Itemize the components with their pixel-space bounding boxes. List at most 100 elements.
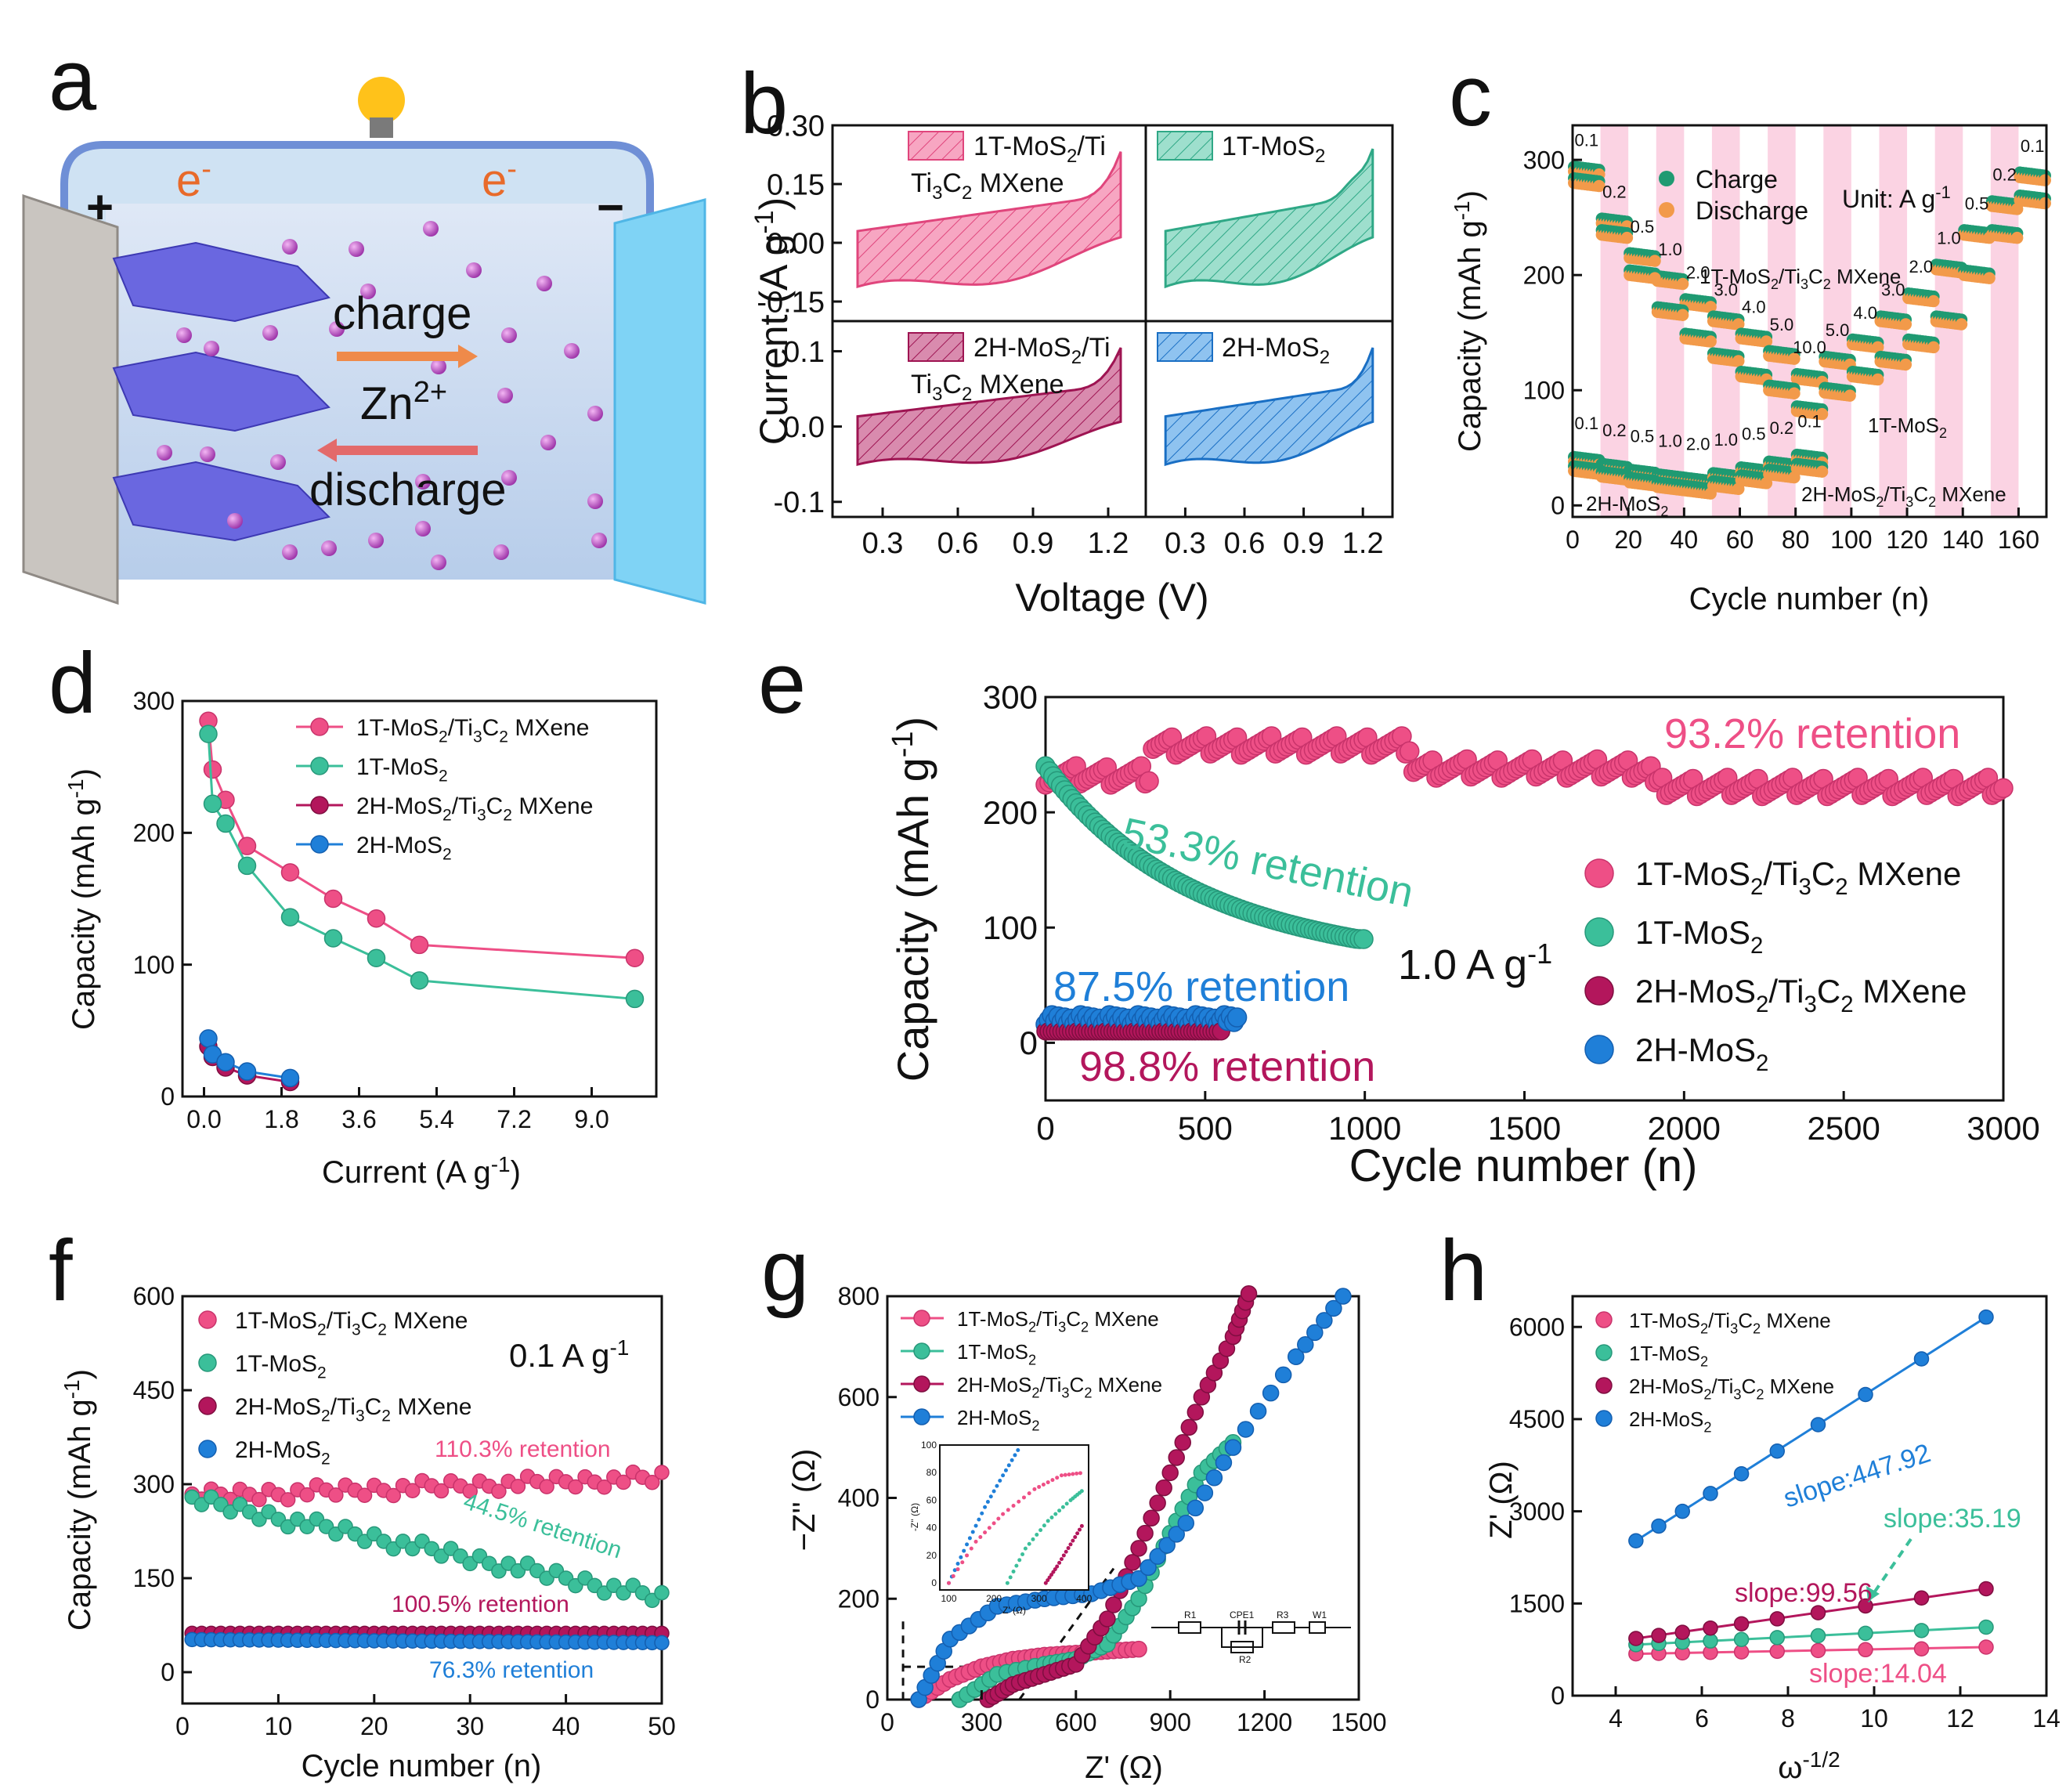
rate-label-upper: 1.0 <box>1658 240 1682 259</box>
inset-point <box>1050 1478 1055 1483</box>
g-point-3 <box>1136 1524 1154 1542</box>
x-tick-label: 10 <box>1860 1704 1888 1732</box>
e-legend-marker <box>1584 976 1614 1006</box>
g-point-4 <box>1158 1537 1176 1554</box>
inset-point <box>959 1555 963 1559</box>
inset-point <box>965 1542 970 1547</box>
h-point-2 <box>1769 1630 1785 1646</box>
x-tick-label: 300 <box>961 1708 1002 1736</box>
retention-f-3: 100.5% retention <box>392 1591 569 1617</box>
inset-point <box>1041 1483 1046 1487</box>
inset-point <box>1010 1458 1014 1462</box>
zn-ion <box>227 513 243 529</box>
panel-g-series <box>901 1285 1352 1708</box>
discharge-point <box>1788 352 1801 365</box>
panel-b-cv: b 0.3 0.6 0.9 1.2 0.3 0.6 0.9 1.2 0.30 0.15 0.00 -0… <box>740 56 1394 620</box>
rate-label-lower: 1.0 <box>1714 430 1738 450</box>
f-point-1 <box>462 1483 478 1499</box>
inset-point <box>1032 1487 1037 1491</box>
y-tick-label: 200 <box>133 819 175 847</box>
x-tick-label: 0.0 <box>186 1105 221 1133</box>
inset-x-tick: 200 <box>986 1593 1002 1604</box>
electron-left: e- <box>176 153 211 206</box>
g-point-4 <box>1130 1570 1147 1588</box>
h-point-4 <box>1978 1309 1994 1325</box>
svg-text:Ti3C2 MXene: Ti3C2 MXene <box>911 168 1064 204</box>
e-legend-label: 2H-MoS2/Ti3C2 MXene <box>1635 973 1967 1017</box>
inset-point <box>991 1489 996 1494</box>
rate-label-upper: 0.2 <box>1992 165 2017 185</box>
h-legend-marker <box>1595 1410 1613 1427</box>
h-point-2 <box>1858 1625 1873 1642</box>
y-tick-label: 0.1 <box>783 336 825 369</box>
zn-ion <box>497 388 513 403</box>
inset-point <box>983 1530 988 1535</box>
discharge-label: discharge <box>309 464 506 515</box>
slope-h-1: slope:447.92 <box>1780 1438 1934 1513</box>
minus-sign: − <box>597 181 624 233</box>
h-point-1 <box>1810 1642 1826 1659</box>
e-point-1 <box>1993 778 2014 798</box>
g-legend-marker <box>913 1408 930 1425</box>
f-legend-marker <box>198 1396 217 1415</box>
inset-point <box>1071 1538 1075 1543</box>
panel-d-legend: 1T-MoS2/Ti3C2 MXene 1T-MoS2 2H-MoS2/Ti3C2 … <box>296 715 593 863</box>
panel-g-legend: 1T-MoS2/Ti3C2 MXene 1T-MoS2 2H-MoS2/Ti3C2 … <box>901 1307 1162 1433</box>
panel-b-label-bl: 2H-MoS2/Ti Ti3C2 MXene <box>908 332 1111 405</box>
inset-x-tick: 300 <box>1031 1593 1047 1604</box>
x-tick-label: 50 <box>648 1712 676 1740</box>
inset-point <box>995 1483 999 1488</box>
svg-text:2H-MoS2/Ti: 2H-MoS2/Ti <box>973 333 1111 368</box>
inset-point <box>951 1573 955 1578</box>
x-tick-label: 20 <box>360 1712 388 1740</box>
f-point-1 <box>654 1465 670 1480</box>
d-point <box>367 909 386 928</box>
x-tick-label: 4 <box>1609 1704 1623 1732</box>
f-legend-label: 1T-MoS2/Ti3C2 MXene <box>235 1308 468 1339</box>
g-point-4 <box>1287 1348 1305 1365</box>
inset-point <box>1017 1558 1022 1563</box>
inset-point <box>1053 1512 1058 1516</box>
inset-point <box>1059 1557 1064 1562</box>
x-tick-label: 20 <box>1614 526 1642 554</box>
cv-loops <box>856 148 1374 467</box>
f-point-1 <box>510 1479 526 1494</box>
equivalent-circuit: R1 CPE1 R2 R3 W1 <box>1151 1610 1351 1665</box>
cv-loop-3 <box>856 347 1122 466</box>
y-tick-label: 100 <box>133 951 175 979</box>
inset-xlabel: Z' (Ω) <box>1002 1605 1026 1616</box>
inset-point <box>962 1548 966 1553</box>
panel-e-xlabel: Cycle number (n) <box>1349 1140 1698 1191</box>
y-tick-label: 0 <box>865 1685 879 1714</box>
inset-point <box>1079 1489 1084 1494</box>
y-tick-label: 600 <box>133 1282 175 1310</box>
x-tick-label: 3.6 <box>341 1105 376 1133</box>
discharge-point <box>1676 277 1689 291</box>
x-tick-label: 1200 <box>1237 1708 1292 1736</box>
f-point-1 <box>328 1487 344 1503</box>
g-point-4 <box>1215 1454 1233 1472</box>
zn-ion <box>431 359 446 374</box>
rate-label-lower: 0.2 <box>1770 418 1794 438</box>
inset-y-tick: 20 <box>926 1550 937 1561</box>
retention-f-4: 76.3% retention <box>429 1657 594 1683</box>
rate-e: 1.0 A g-1 <box>1398 938 1552 988</box>
legend-charge: Charge <box>1696 165 1778 193</box>
rate-labels: 0.10.20.51.02.03.04.05.010.05.04.03.02.0… <box>1574 130 2044 453</box>
plus-sign: + <box>86 181 114 233</box>
y-tick-label: 200 <box>838 1584 879 1613</box>
inset-point <box>1077 1527 1082 1532</box>
x-tick-label: 12 <box>1946 1704 1974 1732</box>
panel-b-ylabel: Current (A g-1) <box>749 197 796 445</box>
e-legend-label: 2H-MoS2 <box>1635 1031 1768 1076</box>
g-point-4 <box>1249 1403 1267 1420</box>
h-point-4 <box>1858 1386 1873 1403</box>
y-tick-label: 300 <box>133 687 175 715</box>
inset-point <box>1020 1552 1025 1556</box>
g-point-3 <box>1099 1610 1116 1628</box>
panel-g-xlabel: Z' (Ω) <box>1085 1750 1163 1785</box>
inset-point <box>1037 1484 1042 1489</box>
d-point <box>367 948 386 967</box>
inset-point <box>1006 1508 1010 1512</box>
